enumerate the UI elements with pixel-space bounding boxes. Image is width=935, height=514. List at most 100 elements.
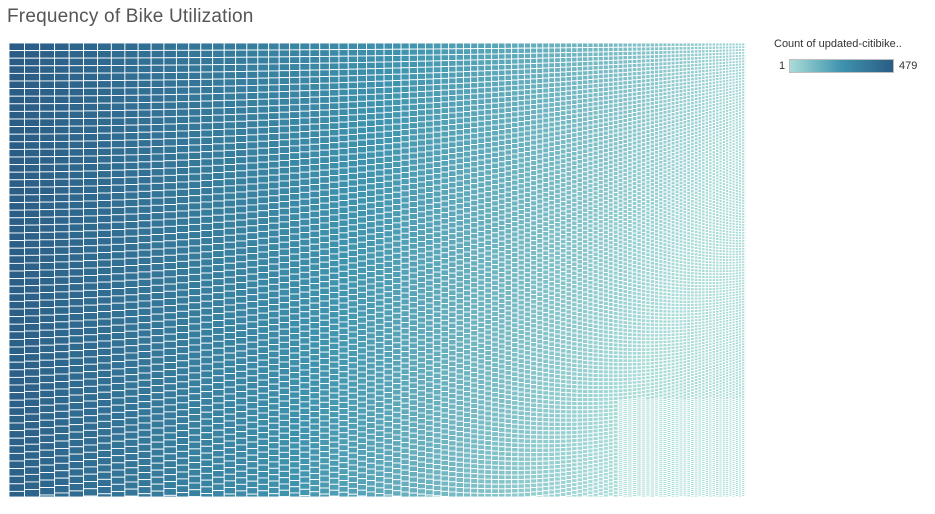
treemap-cell[interactable] <box>530 393 538 399</box>
treemap-cell[interactable] <box>137 153 152 163</box>
treemap-cell[interactable] <box>408 225 418 232</box>
treemap-cell[interactable] <box>278 248 291 257</box>
treemap-cell[interactable] <box>97 391 112 400</box>
treemap-cell[interactable] <box>484 152 493 160</box>
treemap-cell[interactable] <box>530 402 538 409</box>
treemap-cell[interactable] <box>511 90 519 97</box>
treemap-cell[interactable] <box>511 267 519 274</box>
treemap-cell[interactable] <box>68 357 84 366</box>
treemap-cell[interactable] <box>484 287 493 294</box>
treemap-cell[interactable] <box>408 158 418 166</box>
treemap-cell[interactable] <box>383 386 394 394</box>
treemap-cell[interactable] <box>432 72 442 80</box>
treemap-cell[interactable] <box>536 103 544 110</box>
treemap-cell[interactable] <box>347 217 358 226</box>
treemap-cell[interactable] <box>39 194 56 203</box>
treemap-cell[interactable] <box>587 214 594 220</box>
treemap-cell[interactable] <box>542 157 550 164</box>
treemap-cell[interactable] <box>408 266 418 274</box>
treemap-cell[interactable] <box>511 163 519 171</box>
treemap-cell[interactable] <box>542 293 550 299</box>
treemap-cell[interactable] <box>484 445 493 451</box>
treemap-cell[interactable] <box>357 222 367 231</box>
treemap-cell[interactable] <box>511 74 519 81</box>
treemap-cell[interactable] <box>587 74 594 80</box>
treemap-cell[interactable] <box>309 83 321 91</box>
treemap-cell[interactable] <box>68 200 84 210</box>
treemap-cell[interactable] <box>338 43 349 51</box>
treemap-cell[interactable] <box>530 469 538 475</box>
treemap-cell[interactable] <box>565 300 573 306</box>
treemap-cell[interactable] <box>24 413 41 423</box>
treemap-cell[interactable] <box>289 352 301 361</box>
treemap-cell[interactable] <box>455 482 464 488</box>
treemap-cell[interactable] <box>223 171 237 180</box>
treemap-cell[interactable] <box>338 147 349 156</box>
treemap-cell[interactable] <box>268 297 280 305</box>
treemap-cell[interactable] <box>536 412 544 418</box>
treemap-cell[interactable] <box>328 367 340 375</box>
treemap-cell[interactable] <box>432 231 442 239</box>
treemap-cell[interactable] <box>592 69 599 76</box>
treemap-cell[interactable] <box>400 316 410 323</box>
treemap-cell[interactable] <box>200 208 214 217</box>
treemap-cell[interactable] <box>491 97 499 104</box>
treemap-cell[interactable] <box>484 440 493 446</box>
treemap-cell[interactable] <box>39 171 56 180</box>
treemap-cell[interactable] <box>440 396 450 403</box>
treemap-cell[interactable] <box>470 298 479 305</box>
treemap-cell[interactable] <box>455 174 464 182</box>
treemap-cell[interactable] <box>309 143 321 152</box>
treemap-cell[interactable] <box>432 102 442 109</box>
treemap-cell[interactable] <box>432 254 442 262</box>
treemap-cell[interactable] <box>347 256 358 264</box>
treemap-cell[interactable] <box>338 456 349 464</box>
treemap-cell[interactable] <box>554 57 561 64</box>
treemap-cell[interactable] <box>257 126 270 135</box>
treemap-cell[interactable] <box>366 264 376 273</box>
treemap-cell[interactable] <box>536 305 544 312</box>
treemap-cell[interactable] <box>548 131 556 138</box>
treemap-cell[interactable] <box>565 463 573 468</box>
treemap-cell[interactable] <box>497 112 506 120</box>
treemap-cell[interactable] <box>536 443 544 449</box>
treemap-cell[interactable] <box>559 243 567 249</box>
treemap-cell[interactable] <box>110 346 126 355</box>
treemap-cell[interactable] <box>554 395 561 402</box>
treemap-cell[interactable] <box>587 310 594 316</box>
treemap-cell[interactable] <box>163 101 177 110</box>
treemap-cell[interactable] <box>592 78 599 85</box>
treemap-cell[interactable] <box>497 53 506 60</box>
treemap-cell[interactable] <box>548 57 556 64</box>
treemap-cell[interactable] <box>68 468 84 477</box>
treemap-cell[interactable] <box>299 343 311 352</box>
treemap-cell[interactable] <box>54 440 70 449</box>
treemap-cell[interactable] <box>548 430 556 436</box>
treemap-cell[interactable] <box>470 351 479 358</box>
treemap-cell[interactable] <box>571 234 578 240</box>
treemap-cell[interactable] <box>530 374 538 381</box>
treemap-cell[interactable] <box>592 377 599 383</box>
treemap-cell[interactable] <box>124 453 139 462</box>
treemap-cell[interactable] <box>319 351 330 359</box>
treemap-cell[interactable] <box>338 480 349 487</box>
treemap-cell[interactable] <box>9 323 25 333</box>
treemap-cell[interactable] <box>347 127 358 135</box>
treemap-cell[interactable] <box>504 330 513 337</box>
treemap-cell[interactable] <box>299 265 311 273</box>
treemap-cell[interactable] <box>54 328 70 338</box>
treemap-cell[interactable] <box>576 140 583 147</box>
treemap-cell[interactable] <box>257 265 270 273</box>
treemap-cell[interactable] <box>565 204 573 210</box>
treemap-cell[interactable] <box>175 450 190 459</box>
treemap-cell[interactable] <box>565 396 573 402</box>
treemap-cell[interactable] <box>257 445 270 453</box>
treemap-cell[interactable] <box>559 312 567 318</box>
treemap-cell[interactable] <box>400 250 410 258</box>
treemap-cell[interactable] <box>517 47 525 54</box>
treemap-cell[interactable] <box>212 313 225 321</box>
treemap-cell[interactable] <box>559 153 567 160</box>
treemap-cell[interactable] <box>124 169 139 178</box>
treemap-cell[interactable] <box>357 322 367 330</box>
treemap-cell[interactable] <box>542 182 550 188</box>
